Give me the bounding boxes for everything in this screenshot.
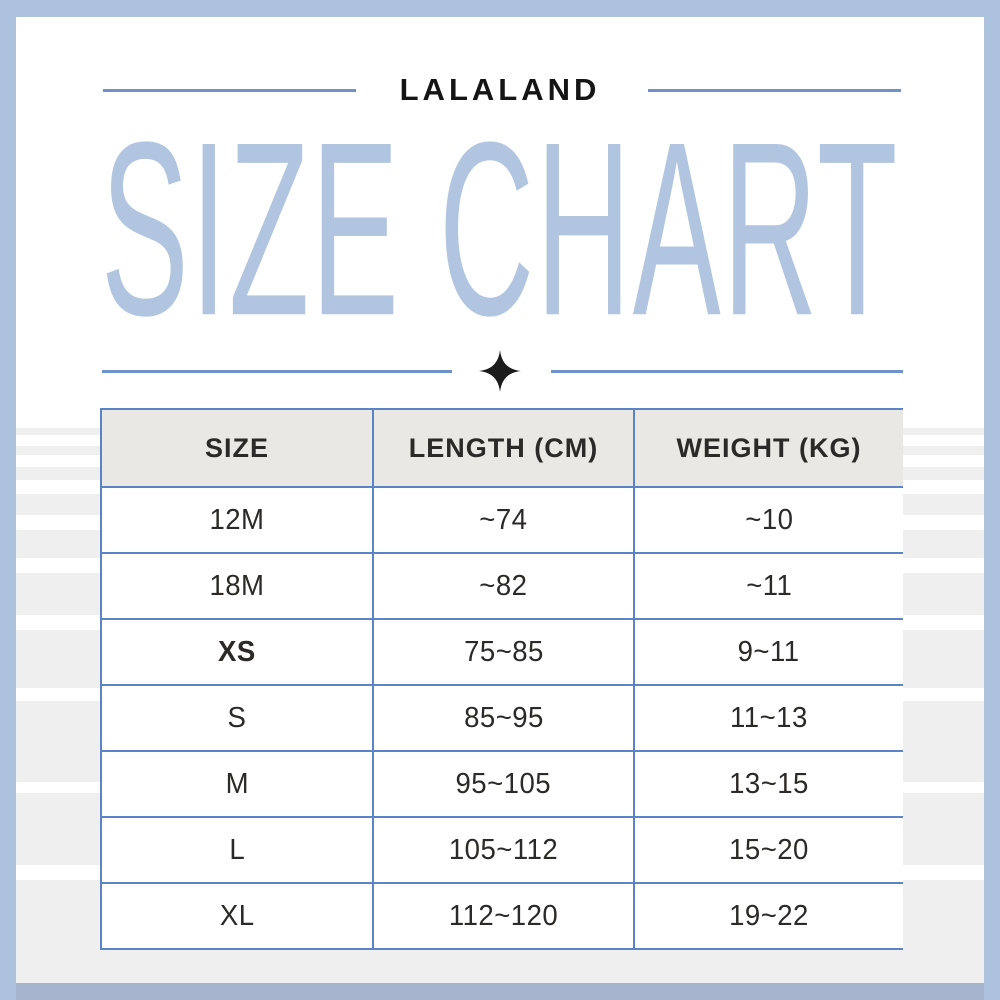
brand-divider-line-left bbox=[103, 89, 356, 92]
size-cell: 18M bbox=[102, 552, 372, 618]
bottom-accent-band bbox=[16, 983, 984, 1000]
weight-cell: ~11 bbox=[633, 552, 903, 618]
length-cell: ~82 bbox=[372, 552, 633, 618]
size-table: SIZE LENGTH (CM) WEIGHT (KG) 12M ~74 ~10… bbox=[100, 408, 903, 950]
sparkle-star-icon bbox=[479, 350, 521, 392]
brand-divider-line-right bbox=[648, 89, 901, 92]
length-cell: 95~105 bbox=[372, 750, 633, 816]
weight-cell: 15~20 bbox=[633, 816, 903, 882]
size-cell: XL bbox=[102, 882, 372, 948]
size-cell: 12M bbox=[102, 486, 372, 552]
weight-cell: 13~15 bbox=[633, 750, 903, 816]
page-title-text: SIZE CHART bbox=[100, 90, 900, 367]
divider-line-left bbox=[102, 370, 452, 373]
weight-cell: 19~22 bbox=[633, 882, 903, 948]
weight-cell: 11~13 bbox=[633, 684, 903, 750]
length-cell: 105~112 bbox=[372, 816, 633, 882]
length-cell: ~74 bbox=[372, 486, 633, 552]
divider-line-right bbox=[551, 370, 903, 373]
page-title: SIZE CHART bbox=[0, 90, 1000, 366]
size-cell: XS bbox=[102, 618, 372, 684]
weight-cell: 9~11 bbox=[633, 618, 903, 684]
header-cell-weight: WEIGHT (KG) bbox=[633, 410, 903, 486]
size-cell: S bbox=[102, 684, 372, 750]
brand-name: LALALAND bbox=[399, 72, 601, 107]
header-cell-size: SIZE bbox=[102, 410, 372, 486]
length-cell: 75~85 bbox=[372, 618, 633, 684]
size-cell: L bbox=[102, 816, 372, 882]
header-cell-length: LENGTH (CM) bbox=[372, 410, 633, 486]
weight-cell: ~10 bbox=[633, 486, 903, 552]
length-cell: 112~120 bbox=[372, 882, 633, 948]
size-cell: M bbox=[102, 750, 372, 816]
length-cell: 85~95 bbox=[372, 684, 633, 750]
